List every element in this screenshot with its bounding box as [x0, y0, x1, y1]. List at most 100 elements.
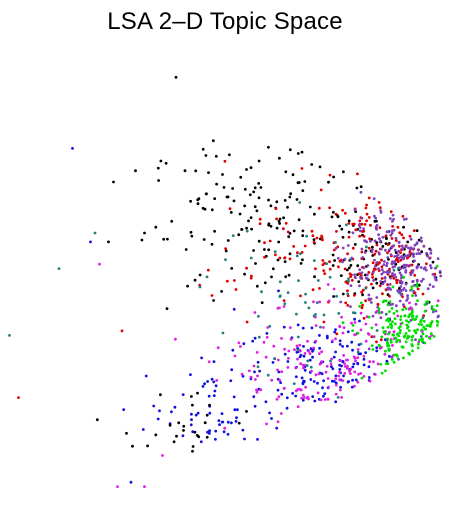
- scatter-point: [223, 427, 226, 430]
- scatter-point: [287, 366, 290, 369]
- scatter-point: [381, 277, 384, 280]
- scatter-point: [367, 264, 370, 267]
- scatter-point: [254, 205, 257, 208]
- scatter-point: [270, 417, 273, 420]
- scatter-point: [383, 331, 386, 334]
- scatter-point: [331, 367, 334, 370]
- scatter-point: [206, 436, 209, 439]
- scatter-point: [347, 381, 350, 384]
- scatter-point: [433, 335, 436, 338]
- scatter-point: [270, 276, 273, 279]
- scatter-point: [384, 249, 387, 252]
- scatter-point: [367, 271, 370, 274]
- scatter-point: [373, 197, 376, 200]
- scatter-point: [372, 348, 375, 351]
- scatter-point: [236, 408, 239, 411]
- scatter-point: [385, 362, 388, 365]
- scatter-point: [373, 268, 376, 271]
- scatter-point: [297, 279, 300, 282]
- scatter-point: [381, 265, 384, 268]
- scatter-point: [254, 378, 257, 381]
- scatter-point: [417, 343, 420, 346]
- scatter-point: [356, 356, 359, 359]
- scatter-point: [318, 373, 321, 376]
- scatter-point: [275, 218, 278, 221]
- scatter-point: [401, 245, 404, 248]
- scatter-point: [338, 225, 341, 228]
- scatter-point: [377, 267, 380, 270]
- scatter-point: [396, 315, 399, 318]
- scatter-point: [207, 269, 210, 272]
- scatter-point: [301, 258, 304, 261]
- scatter-point: [334, 328, 337, 331]
- scatter-point: [194, 431, 197, 434]
- scatter-point: [409, 264, 412, 267]
- scatter-point: [323, 321, 326, 324]
- scatter-point: [298, 218, 301, 221]
- scatter-point: [377, 363, 380, 366]
- scatter-point: [357, 280, 360, 283]
- scatter-point: [341, 379, 344, 382]
- scatter-point: [368, 197, 371, 200]
- scatter-point: [357, 351, 360, 354]
- scatter-point: [393, 273, 396, 276]
- scatter-point: [303, 355, 306, 358]
- scatter-point: [325, 262, 328, 265]
- scatter-point: [393, 312, 396, 315]
- scatter-point: [328, 260, 331, 263]
- scatter-point: [298, 344, 301, 347]
- scatter-point: [280, 370, 283, 373]
- scatter-point: [347, 277, 350, 280]
- scatter-point: [154, 226, 157, 229]
- scatter-point: [360, 343, 363, 346]
- scatter-point: [342, 332, 345, 335]
- scatter-point: [8, 334, 11, 337]
- scatter-point: [265, 400, 268, 403]
- scatter-point: [264, 281, 267, 284]
- scatter-point: [403, 335, 406, 338]
- scatter-point: [365, 277, 368, 280]
- scatter-point: [390, 210, 393, 213]
- scatter-point: [312, 300, 315, 303]
- scatter-point: [107, 241, 110, 244]
- scatter-point: [354, 229, 357, 232]
- scatter-point: [368, 247, 371, 250]
- scatter-point: [196, 198, 199, 201]
- scatter-point: [363, 364, 366, 367]
- scatter-point: [337, 375, 340, 378]
- scatter-point: [392, 214, 395, 217]
- scatter-point: [279, 295, 282, 298]
- scatter-point: [344, 268, 347, 271]
- scatter-point: [365, 204, 368, 207]
- scatter-point: [206, 380, 209, 383]
- scatter-point: [367, 298, 370, 301]
- scatter-point: [425, 262, 428, 265]
- scatter-point: [358, 305, 361, 308]
- scatter-point: [429, 283, 432, 286]
- scatter-point: [379, 280, 382, 283]
- scatter-point: [359, 230, 362, 233]
- scatter-point: [424, 328, 427, 331]
- scatter-point: [383, 263, 386, 266]
- scatter-point: [267, 374, 270, 377]
- scatter-point: [279, 257, 282, 260]
- scatter-point: [391, 320, 394, 323]
- scatter-point: [272, 267, 275, 270]
- scatter-point: [282, 216, 285, 219]
- scatter-point: [302, 380, 305, 383]
- scatter-point: [391, 220, 394, 223]
- scatter-point: [283, 302, 286, 305]
- scatter-point: [194, 170, 197, 173]
- scatter-point: [404, 245, 407, 248]
- scatter-point: [328, 206, 331, 209]
- scatter-point: [327, 283, 330, 286]
- scatter-point: [302, 364, 305, 367]
- scatter-point: [308, 307, 311, 310]
- scatter-point: [277, 389, 280, 392]
- scatter-point: [275, 427, 278, 430]
- scatter-point: [237, 233, 240, 236]
- scatter-point: [159, 393, 162, 396]
- scatter-point: [157, 179, 160, 182]
- scatter-point: [284, 353, 287, 356]
- scatter-point: [413, 274, 416, 277]
